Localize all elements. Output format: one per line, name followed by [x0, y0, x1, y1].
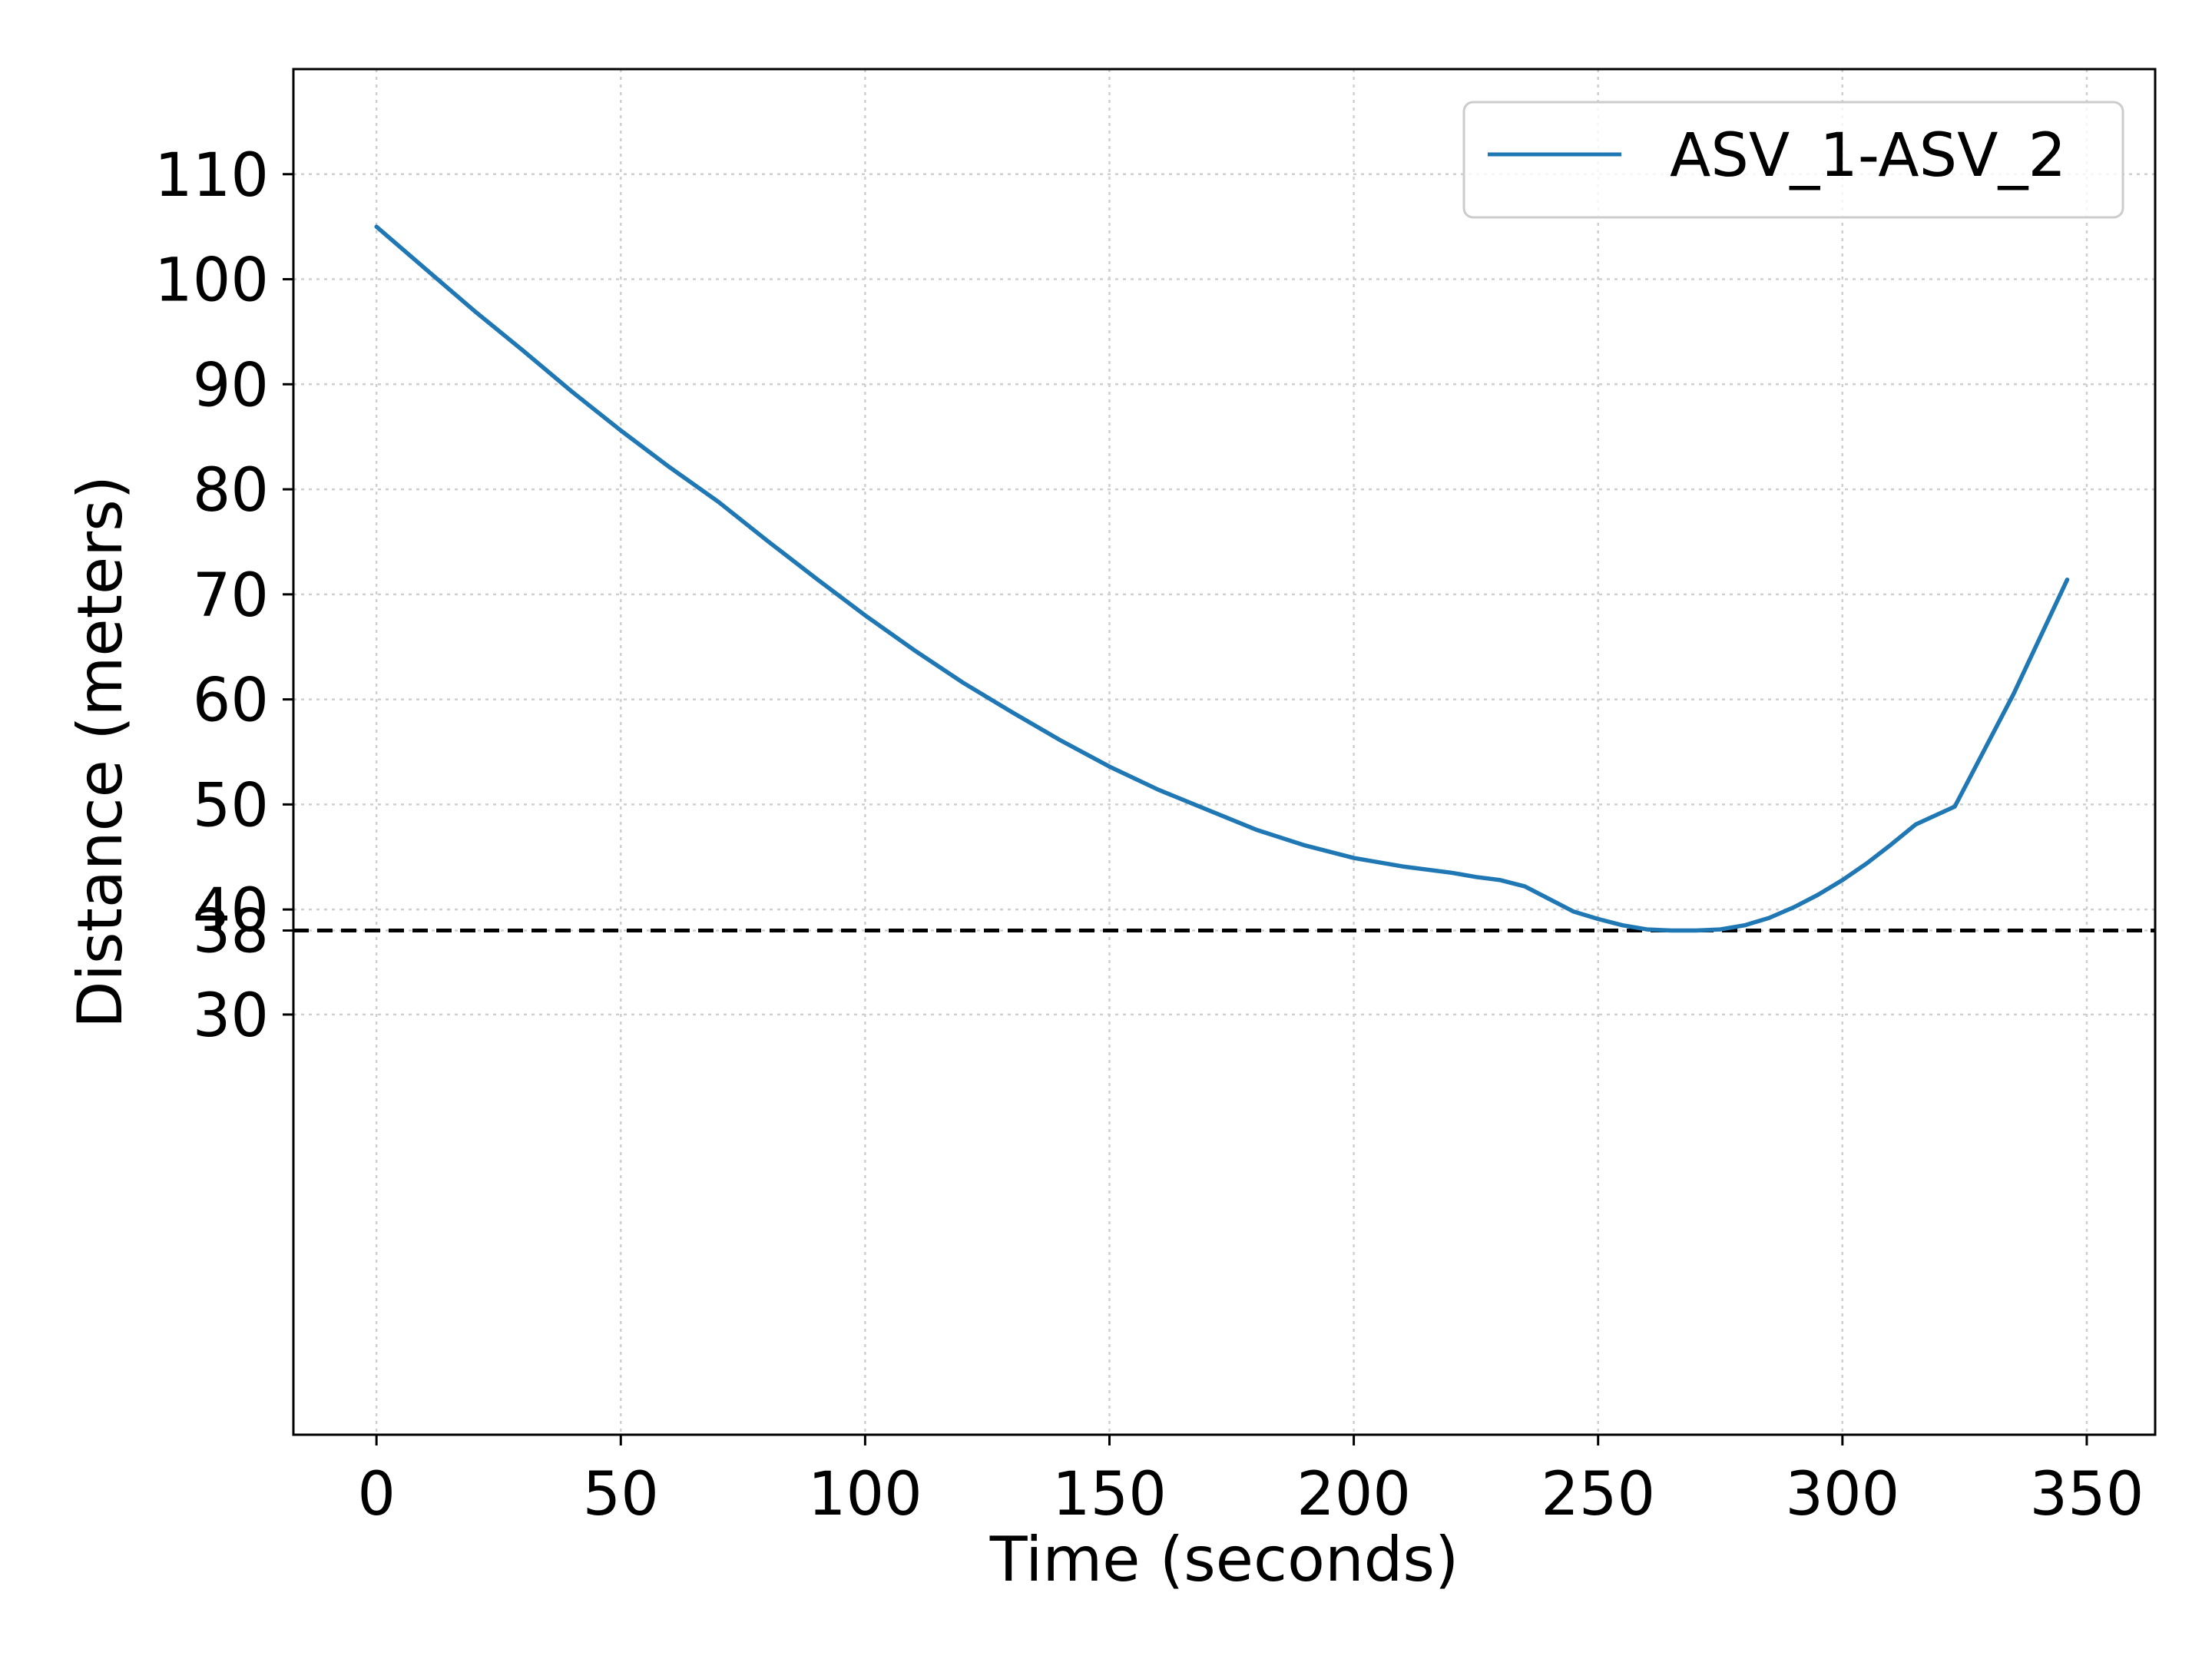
x-tick-label: 150: [1052, 1460, 1167, 1529]
y-tick-label: 90: [193, 351, 269, 420]
x-tick-label: 300: [1785, 1460, 1899, 1529]
x-tick-label: 50: [583, 1460, 659, 1529]
legend: ASV_1-ASV_2: [1462, 101, 2124, 219]
y-axis-label: Distance (meters): [65, 475, 136, 1028]
x-axis-label: Time (seconds): [989, 1524, 1459, 1595]
x-tick-label: 0: [357, 1460, 396, 1529]
y-tick-label: 110: [154, 141, 269, 210]
x-axis-ticks: 0 50 100 150 200 250 300 350: [357, 1435, 2144, 1529]
x-tick-label: 250: [1541, 1460, 1655, 1529]
y-tick-label: 80: [193, 456, 269, 525]
grid-lines: [293, 69, 2155, 1435]
legend-box: [1462, 101, 2124, 219]
series-line: [374, 224, 2070, 933]
y-tick-label: 40: [193, 876, 269, 945]
y-tick-label: 100: [154, 247, 269, 316]
y-tick-label: 50: [193, 771, 269, 840]
y-tick-label: 60: [193, 667, 269, 736]
x-tick-label: 350: [2029, 1460, 2144, 1529]
y-tick-label: 38: [193, 898, 269, 967]
x-tick-label: 200: [1296, 1460, 1411, 1529]
legend-entry-label: ASV_1-ASV_2: [1670, 121, 2066, 190]
x-tick-label: 100: [808, 1460, 922, 1529]
y-tick-label: 30: [193, 982, 269, 1051]
y-tick-label: 70: [193, 561, 269, 631]
plot-frame: [292, 68, 2157, 1436]
series-lines: [374, 224, 2070, 933]
